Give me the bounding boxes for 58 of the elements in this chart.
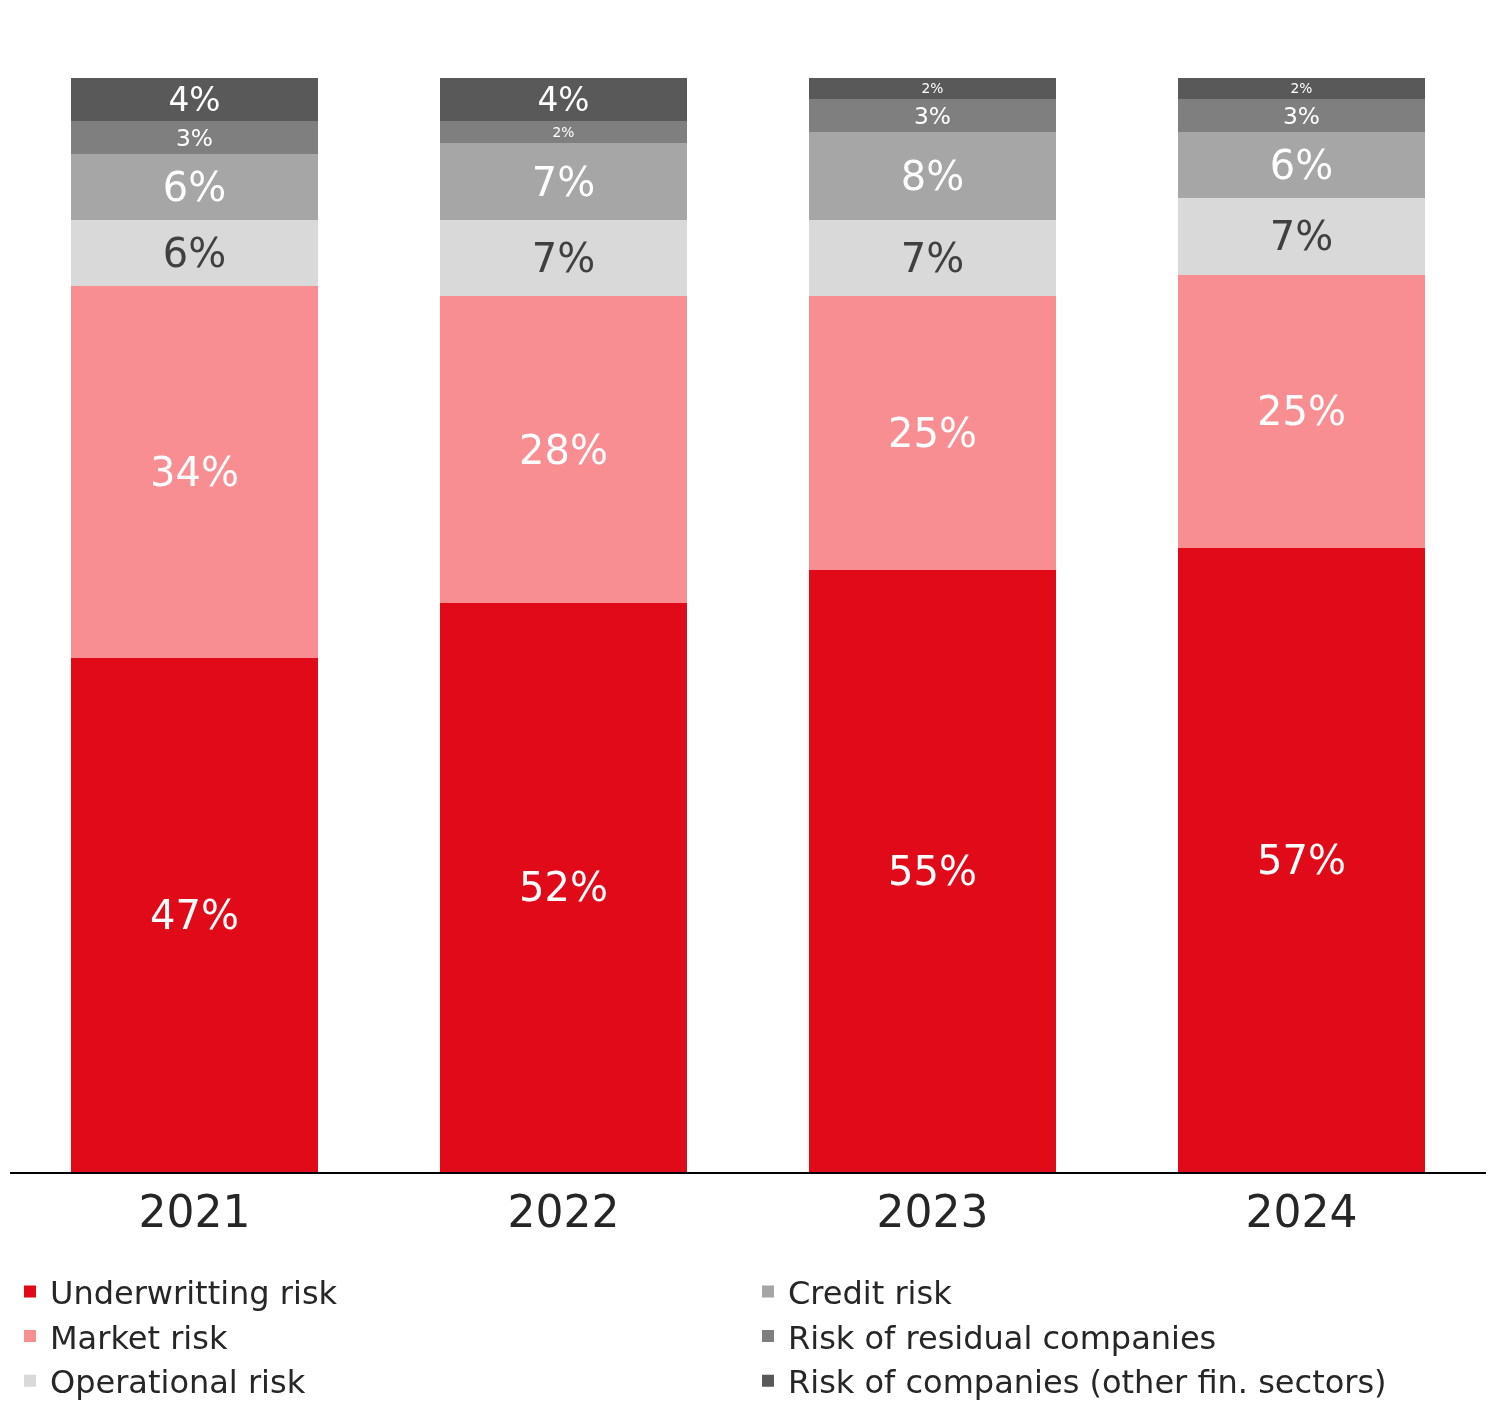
bar [439,219,688,297]
bar [808,219,1057,297]
data-label: 25% [888,410,977,457]
bar [439,77,688,122]
x-tick-label: 2021 [138,1185,251,1237]
data-label: 4% [537,80,590,119]
bar [808,99,1057,133]
data-label: 34% [150,448,239,495]
data-label: 28% [519,426,608,473]
data-label: 7% [531,235,596,282]
bar [70,285,319,658]
data-label: 25% [1257,388,1346,435]
legend-label: Risk of residual companies [788,1318,1217,1357]
bar [808,77,1057,100]
bar [1177,274,1426,549]
bar [1177,132,1426,198]
data-label: 3% [176,123,214,152]
data-label: 2% [921,80,944,97]
data-label: 7% [1269,213,1334,260]
bar [808,132,1057,220]
bar [808,296,1057,571]
bar [1177,197,1426,275]
bar [70,121,319,155]
bar [70,154,319,220]
legend-label: Credit risk [788,1273,953,1312]
bar [70,77,319,122]
data-label: 6% [1269,142,1334,189]
data-label: 47% [150,891,239,938]
data-label: 2% [1290,80,1313,97]
bar [439,143,688,220]
legend-label: Operational risk [50,1363,306,1402]
bar [439,121,688,144]
x-tick-label: 2022 [507,1185,620,1237]
bar [808,570,1057,1172]
bar [1177,99,1426,133]
legend-label: Risk of companies (other fin. sectors) [788,1363,1387,1402]
data-label: 8% [900,153,965,200]
data-label: 52% [519,864,608,911]
data-label: 7% [900,235,965,282]
bar [1177,548,1426,1172]
bar [1177,77,1426,100]
bar [70,219,319,286]
x-tick-label: 2023 [876,1185,989,1237]
data-label: 6% [162,229,227,276]
bar [70,657,319,1172]
legend-label: Underwritting risk [50,1273,338,1312]
bar [439,602,688,1172]
x-tick-label: 2024 [1245,1185,1358,1237]
data-label: 2% [552,124,575,141]
data-label: 3% [914,102,952,131]
data-label: 7% [531,158,596,205]
data-label: 3% [1283,102,1321,131]
data-label: 57% [1257,837,1346,884]
data-label: 4% [168,80,221,119]
data-label: 6% [162,164,227,211]
bar [439,296,688,603]
legend-label: Market risk [50,1318,228,1357]
data-label: 55% [888,848,977,895]
